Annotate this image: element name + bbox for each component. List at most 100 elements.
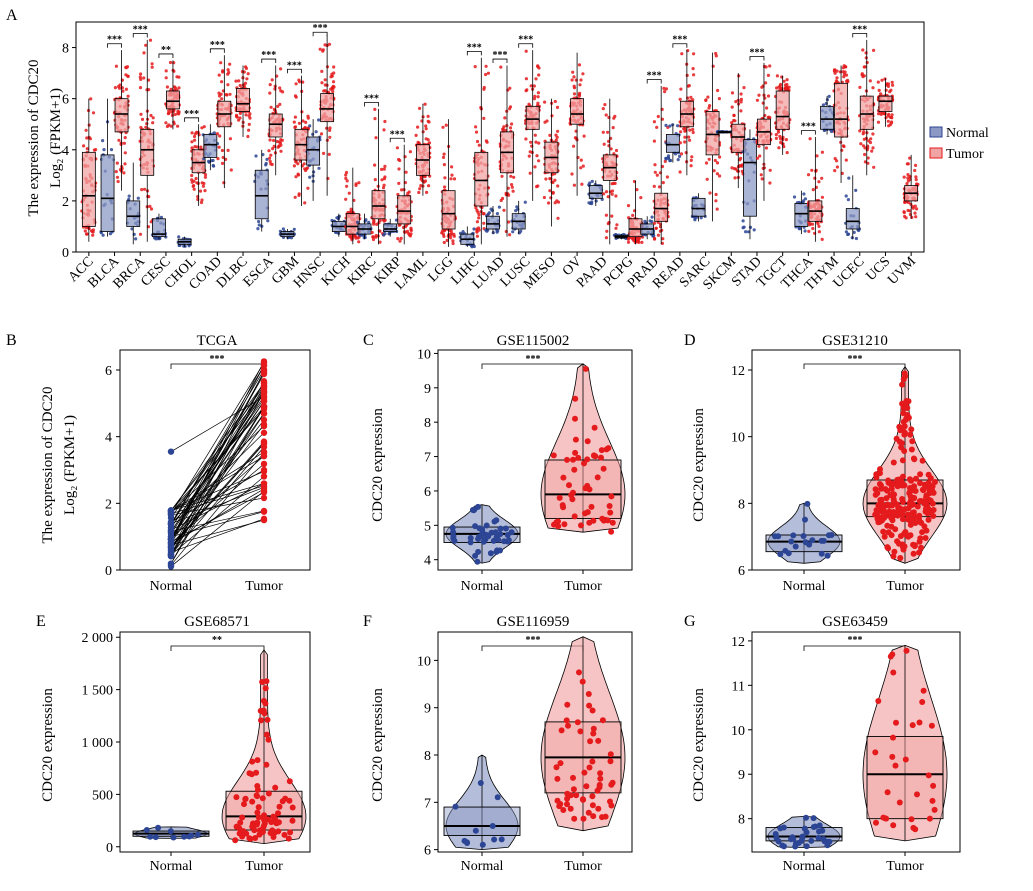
frame <box>751 349 961 571</box>
normal-box-HNSC <box>305 118 322 201</box>
panel-d-significance: *** <box>848 354 863 365</box>
data-point <box>484 72 488 77</box>
panel-b: B TCGA The expression of CDC20 Log₂ (FPK… <box>6 332 311 594</box>
data-point <box>730 121 734 125</box>
data-point <box>779 137 783 141</box>
panel-a-ytick-label: 4 <box>62 144 69 159</box>
data-point <box>555 518 561 525</box>
data-point <box>686 84 690 88</box>
normal-box-KIRP <box>382 218 399 237</box>
data-point <box>219 61 223 65</box>
data-point <box>373 117 377 121</box>
sig-bracket-UCEC <box>852 33 868 38</box>
data-point <box>328 126 332 130</box>
data-point <box>810 222 815 226</box>
data-point <box>126 74 130 78</box>
data-point <box>549 196 553 200</box>
data-point <box>190 180 194 184</box>
data-point <box>395 146 399 150</box>
data-point <box>265 157 269 161</box>
tumor-point <box>260 453 268 460</box>
normal-box-LUSC <box>510 200 527 235</box>
data-point <box>397 167 401 171</box>
ytick-label: 10 <box>731 724 745 739</box>
data-point <box>85 136 89 140</box>
data-point <box>523 200 527 204</box>
data-point <box>733 176 737 180</box>
data-point <box>887 492 894 499</box>
data-point <box>253 820 260 827</box>
box <box>628 218 643 238</box>
normal-box-SKCM <box>715 130 733 134</box>
data-point <box>176 109 180 113</box>
data-point <box>899 457 906 464</box>
normal-box-GBM <box>278 227 296 240</box>
data-point <box>909 722 916 729</box>
data-point <box>491 518 498 525</box>
data-point <box>737 74 741 78</box>
data-point <box>880 814 887 821</box>
data-point <box>168 60 173 65</box>
data-point <box>704 98 708 102</box>
data-point <box>215 132 219 136</box>
data-point <box>611 126 615 130</box>
data-point <box>544 177 548 181</box>
data-point <box>550 114 554 118</box>
data-point <box>887 82 891 86</box>
box <box>371 190 386 220</box>
data-point <box>345 179 349 183</box>
data-point <box>124 87 128 91</box>
data-point <box>652 184 656 188</box>
data-point <box>844 230 849 234</box>
data-point <box>573 792 580 799</box>
data-point <box>566 482 572 489</box>
data-point <box>807 229 811 233</box>
data-point <box>635 188 639 192</box>
data-point <box>604 236 609 240</box>
data-point <box>777 146 781 150</box>
data-point <box>609 779 616 786</box>
data-point <box>660 164 665 169</box>
data-point <box>764 81 768 85</box>
data-point <box>757 93 761 97</box>
data-point <box>558 727 565 734</box>
data-point <box>765 106 769 110</box>
data-point <box>584 438 591 445</box>
data-point <box>904 511 911 518</box>
data-point <box>581 72 585 76</box>
data-point <box>614 194 618 198</box>
data-point <box>487 550 494 557</box>
data-point <box>579 78 583 82</box>
data-point <box>880 528 887 535</box>
box <box>878 95 893 112</box>
data-point <box>90 229 94 233</box>
data-point <box>631 213 635 217</box>
data-point <box>551 521 557 528</box>
data-point <box>115 175 120 179</box>
data-point <box>229 168 233 172</box>
data-point <box>739 92 743 96</box>
pair-line <box>170 486 265 524</box>
data-point <box>147 88 151 92</box>
data-point <box>890 822 897 829</box>
data-point <box>896 540 902 547</box>
data-point <box>140 117 145 121</box>
data-point <box>929 483 936 490</box>
data-point <box>595 737 602 744</box>
data-point <box>320 81 324 85</box>
data-point <box>239 814 246 821</box>
data-point <box>808 223 812 227</box>
data-point <box>905 182 909 186</box>
data-point <box>382 167 386 171</box>
data-point <box>238 111 242 115</box>
data-point <box>917 480 923 487</box>
data-point <box>122 171 126 175</box>
data-point <box>607 798 613 805</box>
data-point <box>868 79 872 83</box>
data-point <box>809 537 816 544</box>
data-point <box>173 112 177 117</box>
data-point <box>344 170 349 175</box>
data-point <box>900 376 907 383</box>
data-point <box>416 140 420 144</box>
data-point <box>781 142 785 146</box>
